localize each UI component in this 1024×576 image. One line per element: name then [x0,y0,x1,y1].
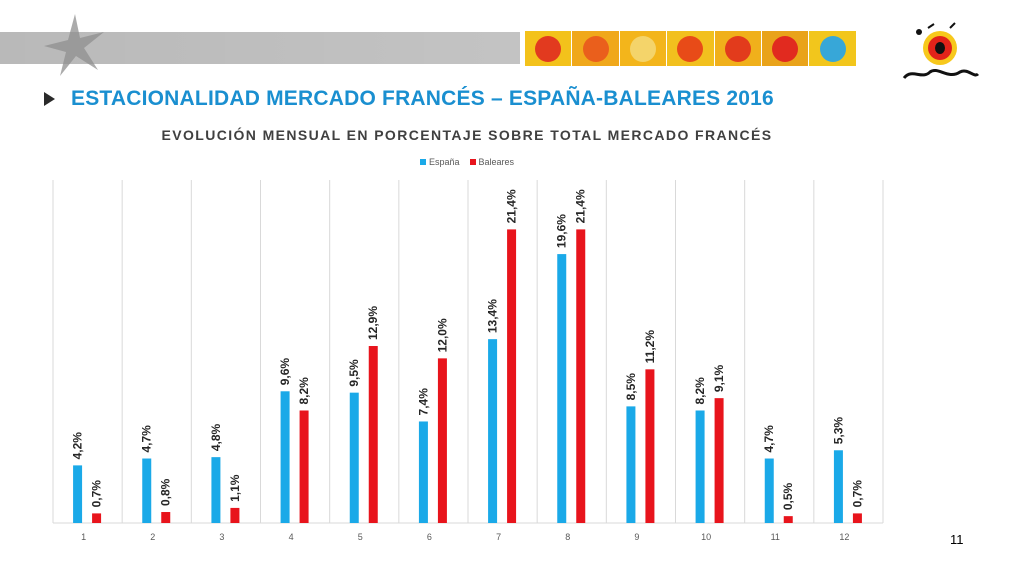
bar-espana [557,254,567,523]
bar-baleares [92,513,102,523]
title-row: ESTACIONALIDAD MERCADO FRANCÉS – ESPAÑA-… [44,84,774,114]
legend-swatch-baleares [469,159,476,165]
x-tick-label: 5 [358,532,363,542]
data-label: 4,2% [71,432,85,460]
x-tick-label: 2 [150,532,155,542]
data-label: 0,7% [90,480,104,508]
bar-baleares [161,512,171,523]
bar-espana [695,410,705,523]
x-tick-label: 6 [427,532,432,542]
data-label: 7,4% [416,388,430,416]
chart-legend: España Baleares [0,157,934,167]
espana-logo [902,22,980,80]
data-label: 8,2% [693,377,707,405]
x-tick-label: 12 [839,532,849,542]
bar-espana [142,458,152,523]
x-tick-label: 7 [496,532,501,542]
sun-icon [819,35,846,62]
x-tick-label: 11 [771,532,780,542]
bar-espana [280,391,290,523]
page-number: 11 [950,532,964,547]
header-tile [761,31,810,66]
bar-espana [833,450,843,523]
bar-espana [488,339,498,523]
legend-item-baleares: Baleares [469,157,515,167]
data-label: 21,4% [574,189,588,223]
data-label: 9,1% [712,364,726,392]
data-label: 21,4% [505,189,519,223]
bar-espana [418,421,428,523]
x-tick-label: 3 [219,532,224,542]
sun-icon [582,35,609,62]
bar-espana [626,406,636,523]
sun-icon [677,35,704,62]
legend-label-baleares: Baleares [478,157,515,167]
data-label: 0,5% [781,482,795,510]
legend-swatch-espana [419,159,426,165]
legend-item-espana: España [419,157,460,167]
data-label: 9,6% [278,358,292,386]
legend-label-espana: España [428,157,460,167]
bar-espana [211,457,221,523]
data-label: 9,5% [347,359,361,387]
data-label: 19,6% [555,214,569,248]
bar-baleares [714,398,724,523]
page-title: ESTACIONALIDAD MERCADO FRANCÉS – ESPAÑA-… [71,87,774,110]
data-label: 12,0% [435,318,449,352]
bar-baleares [507,229,517,523]
header-sun-tiles [525,31,857,66]
bar-espana [349,392,359,523]
data-label: 11,2% [643,330,657,364]
x-tick-label: 8 [565,532,570,542]
bar-baleares [437,358,447,523]
header-tile [619,31,668,66]
data-label: 12,9% [366,306,380,340]
header-tile [809,31,857,66]
header-tile [714,31,762,66]
data-label: 5,3% [831,417,845,445]
sun-icon [724,35,751,62]
bar-espana [73,465,83,523]
data-label: 4,7% [762,425,776,453]
data-label: 4,7% [140,425,154,453]
bar-baleares [645,369,655,523]
chart-title: EVOLUCIÓN MENSUAL EN PORCENTAJE SOBRE TO… [161,127,773,143]
bar-espana [764,458,774,523]
bar-baleares [230,507,240,523]
data-label: 8,2% [297,377,311,405]
data-label: 0,7% [850,480,864,508]
sun-icon [629,35,656,62]
bullet-arrow-icon [44,92,55,106]
bar-baleares [299,410,309,523]
bar-baleares [783,516,793,523]
x-tick-label: 10 [701,532,711,542]
data-label: 4,8% [209,423,223,451]
x-tick-label: 9 [634,532,639,542]
bar-baleares [576,229,586,523]
data-label: 0,8% [159,478,173,506]
x-tick-label: 4 [289,532,294,542]
header-tile [667,31,715,66]
x-tick-label: 1 [81,532,86,542]
data-label: 8,5% [624,373,638,401]
data-label: 13,4% [486,299,500,333]
header-tile [572,31,620,66]
data-label: 1,1% [228,474,242,502]
decorative-star-icon [44,14,104,76]
sun-icon [535,35,562,62]
header-tile [525,31,573,66]
bar-baleares [368,346,378,523]
bar-baleares [852,513,862,523]
sun-icon [772,35,799,62]
